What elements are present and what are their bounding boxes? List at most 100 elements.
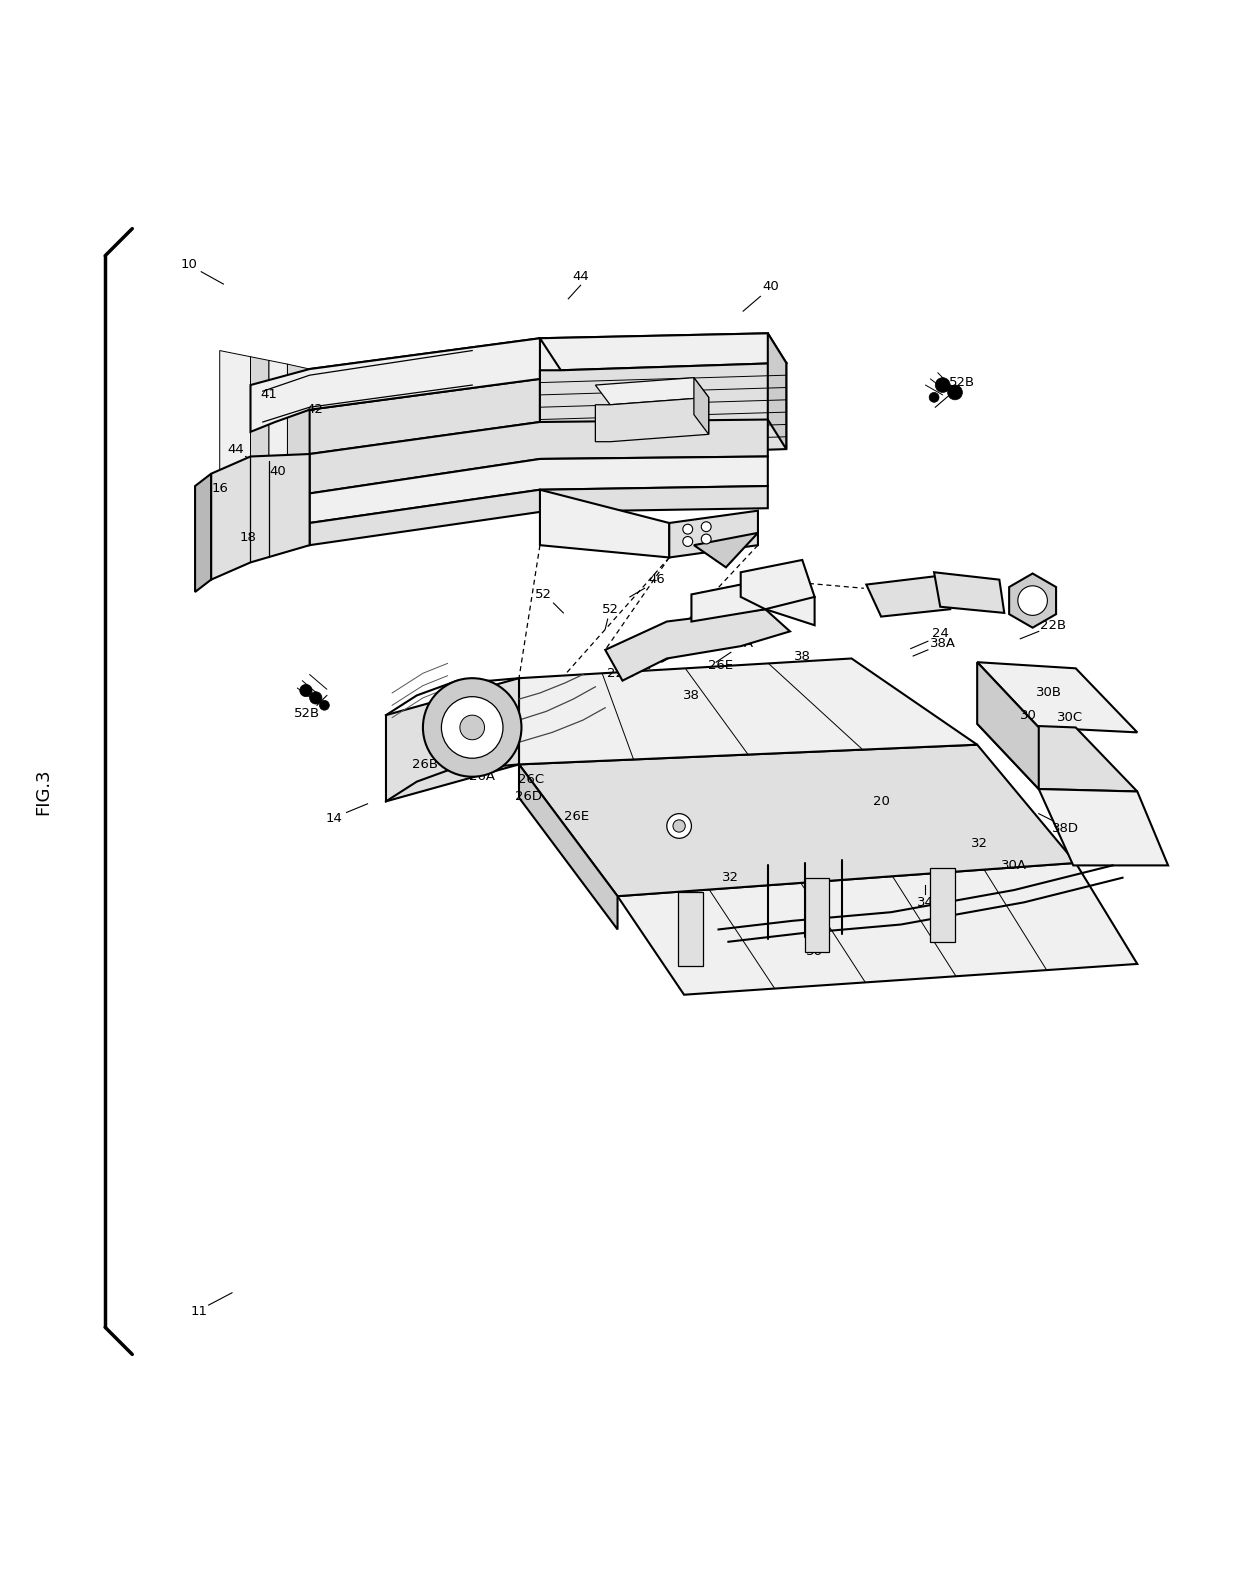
- Text: 30A: 30A: [1001, 860, 1027, 872]
- Text: 18: 18: [239, 532, 257, 545]
- Circle shape: [947, 385, 962, 400]
- Polygon shape: [310, 419, 768, 494]
- Text: 42: 42: [306, 404, 322, 416]
- Polygon shape: [867, 576, 950, 617]
- Polygon shape: [310, 369, 331, 522]
- Text: 32: 32: [971, 837, 988, 850]
- Polygon shape: [977, 723, 1137, 792]
- Circle shape: [1018, 586, 1048, 616]
- Circle shape: [320, 700, 330, 711]
- Circle shape: [673, 820, 686, 833]
- Polygon shape: [520, 744, 1076, 896]
- Polygon shape: [595, 397, 709, 442]
- Polygon shape: [694, 533, 758, 567]
- Polygon shape: [977, 662, 1039, 788]
- Polygon shape: [605, 609, 790, 681]
- Circle shape: [441, 697, 503, 758]
- Polygon shape: [310, 456, 768, 522]
- Text: 26B: 26B: [413, 758, 439, 771]
- Polygon shape: [386, 678, 520, 801]
- Text: 22A: 22A: [606, 666, 634, 679]
- Polygon shape: [539, 334, 786, 370]
- Text: 38: 38: [683, 689, 699, 701]
- Text: 40: 40: [269, 465, 286, 478]
- Polygon shape: [310, 486, 768, 545]
- Text: 30: 30: [1021, 709, 1038, 722]
- Polygon shape: [977, 662, 1137, 733]
- Text: 22: 22: [614, 647, 631, 660]
- Polygon shape: [740, 560, 815, 609]
- Polygon shape: [539, 489, 670, 557]
- Text: 26C: 26C: [518, 773, 544, 785]
- Text: 11: 11: [190, 1304, 207, 1317]
- Polygon shape: [694, 378, 709, 434]
- Polygon shape: [288, 364, 310, 518]
- Polygon shape: [310, 378, 539, 454]
- Text: 38: 38: [794, 649, 811, 663]
- Text: 26A: 26A: [469, 771, 495, 784]
- Circle shape: [702, 533, 712, 545]
- Text: 46: 46: [649, 573, 666, 586]
- Text: 30C: 30C: [1056, 711, 1083, 723]
- Text: 26D: 26D: [675, 640, 702, 652]
- Text: 44: 44: [572, 271, 589, 283]
- Text: 26B: 26B: [706, 625, 732, 638]
- Text: FIG.3: FIG.3: [35, 768, 52, 815]
- Polygon shape: [219, 350, 250, 505]
- Text: 52B: 52B: [950, 377, 976, 389]
- Text: 24: 24: [931, 627, 949, 641]
- Polygon shape: [768, 334, 786, 450]
- Text: 26: 26: [451, 749, 469, 761]
- Text: 20: 20: [873, 795, 889, 807]
- Text: 38D: 38D: [1053, 822, 1079, 834]
- Circle shape: [702, 522, 712, 532]
- Text: 26E: 26E: [708, 660, 734, 673]
- Polygon shape: [805, 877, 830, 951]
- Polygon shape: [250, 339, 539, 432]
- Polygon shape: [670, 511, 758, 557]
- Polygon shape: [310, 334, 768, 410]
- Circle shape: [667, 814, 692, 839]
- Circle shape: [683, 537, 693, 546]
- Polygon shape: [618, 863, 1137, 994]
- Text: 10: 10: [181, 258, 197, 271]
- Text: 41: 41: [260, 388, 278, 402]
- Text: 52: 52: [536, 587, 552, 602]
- Circle shape: [935, 378, 950, 393]
- Text: 16: 16: [211, 481, 228, 495]
- Text: 22B: 22B: [1040, 619, 1066, 632]
- Text: 30B: 30B: [1035, 687, 1061, 700]
- Polygon shape: [539, 363, 786, 456]
- Polygon shape: [1039, 788, 1168, 866]
- Text: 36: 36: [806, 945, 823, 958]
- Text: 44: 44: [227, 443, 244, 456]
- Circle shape: [423, 678, 522, 777]
- Polygon shape: [250, 356, 269, 510]
- Polygon shape: [1009, 573, 1056, 628]
- Text: 52A: 52A: [728, 638, 754, 651]
- Circle shape: [300, 684, 312, 697]
- Polygon shape: [934, 573, 1004, 613]
- Text: 40: 40: [761, 280, 779, 293]
- Polygon shape: [269, 361, 288, 513]
- Polygon shape: [195, 473, 211, 592]
- Text: 34: 34: [918, 896, 934, 909]
- Polygon shape: [678, 893, 703, 966]
- Text: 26E: 26E: [564, 809, 589, 823]
- Polygon shape: [692, 579, 815, 625]
- Text: 38A: 38A: [930, 638, 956, 651]
- Circle shape: [929, 393, 939, 402]
- Text: 32: 32: [723, 871, 739, 885]
- Polygon shape: [930, 867, 955, 942]
- Polygon shape: [520, 765, 618, 929]
- Polygon shape: [595, 378, 709, 405]
- Circle shape: [310, 692, 322, 704]
- Text: 26D: 26D: [516, 790, 542, 803]
- Polygon shape: [520, 659, 977, 765]
- Text: 52B: 52B: [294, 708, 320, 720]
- Text: 14: 14: [326, 812, 342, 825]
- Polygon shape: [211, 454, 310, 579]
- Circle shape: [460, 716, 485, 739]
- Circle shape: [683, 524, 693, 533]
- Text: 52: 52: [601, 603, 619, 616]
